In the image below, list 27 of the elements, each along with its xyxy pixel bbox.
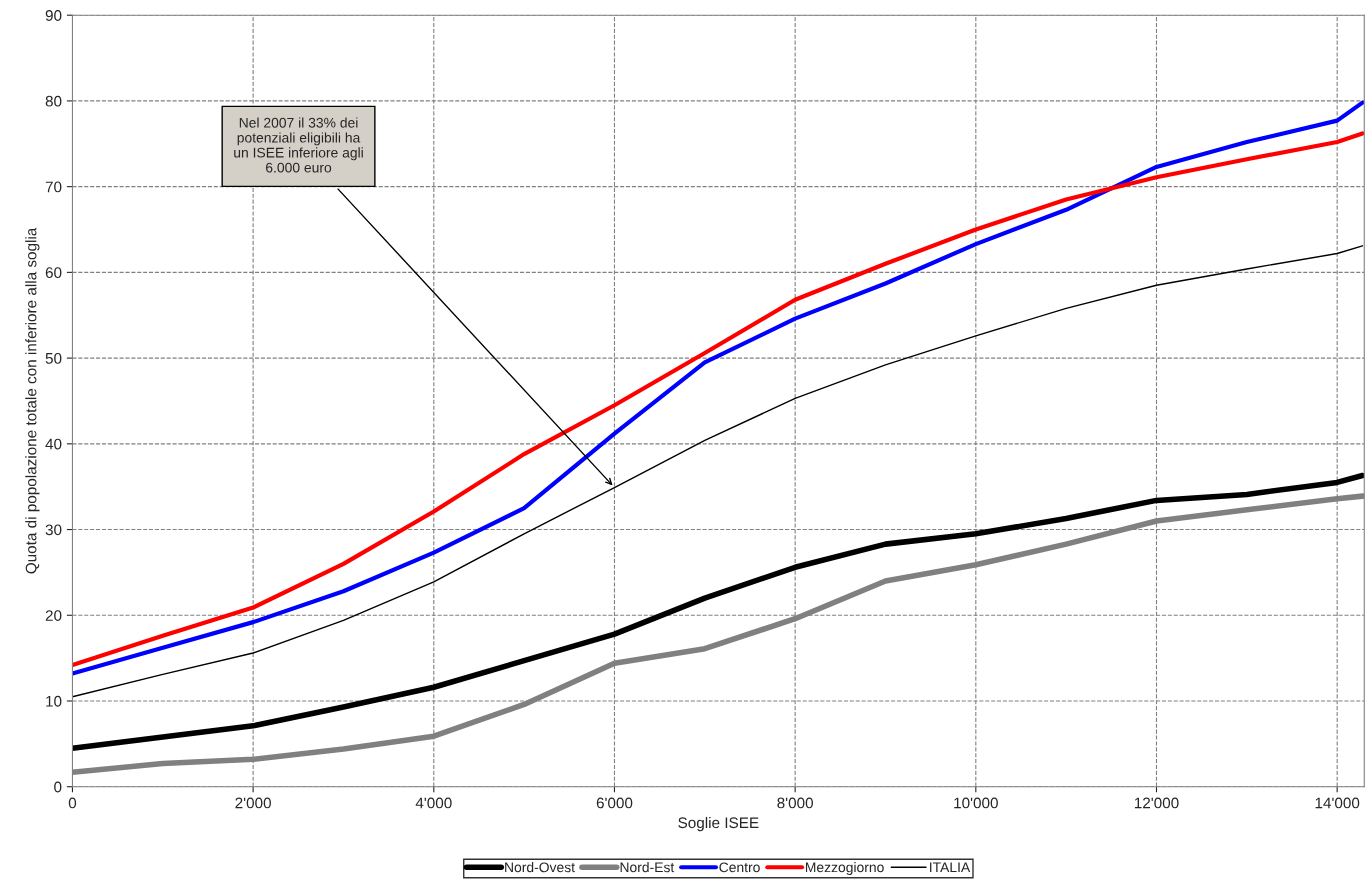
- y-tick-label: 40: [45, 438, 62, 450]
- y-tick-label: 90: [45, 10, 62, 21]
- x-tick-label: 8'000: [777, 797, 813, 809]
- y-tick-label: 80: [45, 95, 62, 107]
- y-tick-label: 70: [45, 181, 62, 193]
- x-tick-label: 12'000: [1134, 797, 1179, 809]
- legend-label: Nord-Est: [620, 862, 675, 873]
- annotation: Nel 2007 il 33% dei potenziali eligibili ha un ISEE inferiore agli 6.000 euro: [234, 117, 363, 173]
- legend-label: ITALIA: [930, 862, 971, 873]
- legend-label: Centro: [719, 862, 760, 873]
- y-tick-label: 10: [46, 695, 62, 707]
- y-tick-label: 30: [45, 524, 62, 536]
- x-tick-label: 0: [68, 797, 77, 809]
- line-series: [72, 245, 1364, 698]
- legend-label: Nord-Ovest: [505, 862, 575, 873]
- y-tick-label: 20: [45, 610, 62, 621]
- y-tick-label: 60: [45, 267, 62, 279]
- x-tick-label: 2'000: [235, 797, 271, 809]
- y-tick-label: 50: [45, 352, 62, 364]
- x-tick-label: 6'000: [596, 797, 633, 809]
- x-axis-title: Soglie ISEE: [678, 816, 759, 832]
- y-axis-title: Quota di popolazione totale con inferiore alla soglia: [25, 227, 40, 574]
- x-tick-label: 14'000: [1315, 797, 1360, 809]
- x-tick-label: 10'000: [954, 797, 998, 809]
- x-tick-label: 4'000: [415, 797, 452, 809]
- y-tick-label: 0: [54, 781, 62, 793]
- legend-label: Mezzogiorno: [805, 862, 884, 875]
